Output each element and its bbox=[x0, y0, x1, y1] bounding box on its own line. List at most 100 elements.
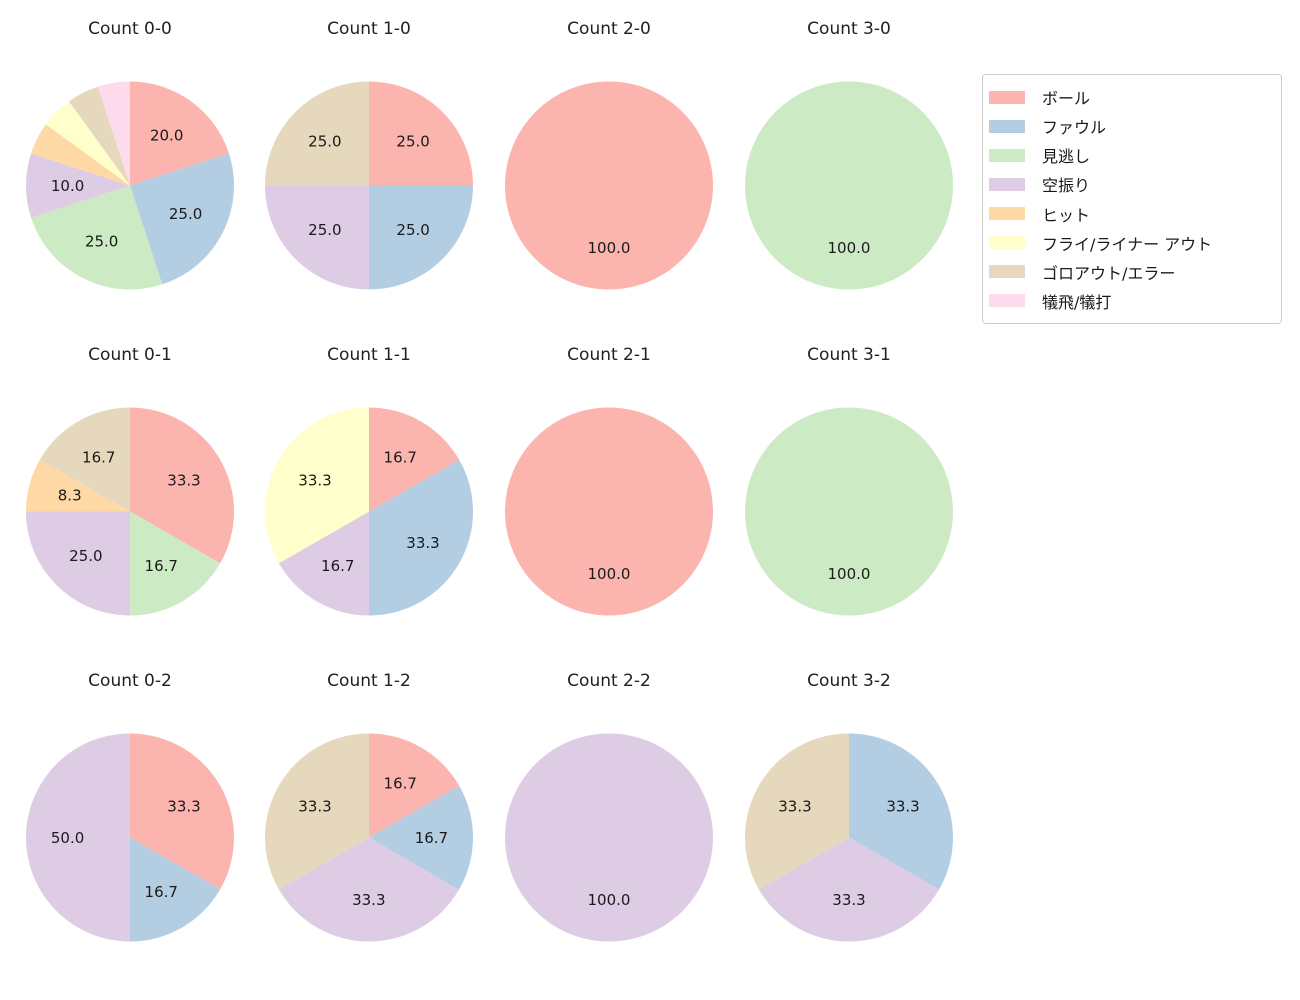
legend-item-fly-liner-out: フライ/ライナー アウト bbox=[989, 229, 1271, 257]
pie-slice-label: 25.0 bbox=[308, 221, 341, 239]
pie-slice-label: 25.0 bbox=[169, 205, 202, 223]
pie-slice bbox=[369, 785, 474, 890]
pie-slice-label: 16.7 bbox=[384, 775, 417, 793]
pie-chart: 33.3 33.3 33.3 bbox=[744, 733, 954, 942]
pie-slice bbox=[369, 459, 474, 616]
chart-cell-count-1-2: Count 1-2 16.7 16.7 33.3 33.3 bbox=[249, 669, 489, 995]
pie-slice bbox=[369, 733, 460, 838]
chart-cell-count-1-0: Count 1-0 25.0 25.0 25.0 25.0 bbox=[249, 17, 489, 343]
pie-slice bbox=[745, 81, 953, 290]
pie-slice bbox=[39, 407, 130, 512]
pie-slice-label: 8.3 bbox=[58, 487, 82, 505]
pie-slice bbox=[26, 733, 130, 942]
pie-slice bbox=[26, 459, 130, 512]
pie-slice-label: 100.0 bbox=[828, 239, 871, 257]
chart-cell-count-0-0: Count 0-0 20.0 25.0 25.0 10.0 bbox=[10, 17, 250, 343]
pie-slice-label: 25.0 bbox=[85, 232, 118, 250]
pie-slice-label: 25.0 bbox=[396, 133, 429, 151]
pie-slice bbox=[31, 124, 131, 186]
pie-slice-label: 16.7 bbox=[82, 449, 115, 467]
chart-title: Count 2-0 bbox=[567, 19, 651, 39]
chart-cell-count-2-0: Count 2-0 100.0 bbox=[489, 17, 729, 343]
pie-slice-label: 16.7 bbox=[321, 557, 354, 575]
pie-chart: 16.7 16.7 33.3 33.3 bbox=[264, 733, 474, 942]
legend: ボール ファウル 見逃し 空振り ヒット フライ/ライナー アウト ゴロアウト/… bbox=[982, 74, 1282, 324]
chart-title: Count 3-0 bbox=[807, 19, 891, 39]
pie-slice-label: 33.3 bbox=[298, 797, 331, 815]
pie-slice bbox=[758, 837, 940, 942]
chart-cell-count-2-1: Count 2-1 100.0 bbox=[489, 343, 729, 669]
pie-slice bbox=[369, 81, 473, 186]
pie-slice-label: 100.0 bbox=[588, 565, 631, 583]
chart-title: Count 1-2 bbox=[327, 671, 411, 691]
pie-slice bbox=[68, 86, 130, 186]
pie-slice bbox=[130, 733, 235, 890]
pie-slice-label: 16.7 bbox=[415, 829, 448, 847]
pie-slice-label: 100.0 bbox=[588, 891, 631, 909]
pie-slice bbox=[369, 185, 473, 290]
pie-slice-label: 100.0 bbox=[588, 239, 631, 257]
pie-chart: 100.0 bbox=[505, 733, 713, 942]
chart-title: Count 0-2 bbox=[88, 671, 172, 691]
legend-label: ヒット bbox=[1042, 205, 1091, 225]
legend-label: フライ/ライナー アウト bbox=[1042, 234, 1213, 254]
legend-label: 空振り bbox=[1042, 176, 1091, 196]
legend-item-foul: ファウル bbox=[989, 112, 1271, 140]
pie-slice bbox=[849, 733, 954, 890]
pie-chart: 33.3 16.7 25.0 8.3 16.7 bbox=[26, 407, 235, 616]
chart-cell-count-1-1: Count 1-1 16.7 33.3 16.7 33.3 bbox=[249, 343, 489, 669]
pie-slice-label: 16.7 bbox=[145, 883, 178, 901]
pie-slice bbox=[369, 407, 460, 512]
pie-chart: 33.3 16.7 50.0 bbox=[26, 733, 235, 942]
legend-swatch bbox=[989, 177, 1025, 191]
chart-cell-count-2-2: Count 2-2 100.0 bbox=[489, 669, 729, 995]
pie-slice-label: 16.7 bbox=[384, 449, 417, 467]
legend-label: ファウル bbox=[1042, 118, 1107, 138]
legend-item-ball: ボール bbox=[989, 83, 1271, 111]
pie-chart: 100.0 bbox=[505, 407, 713, 616]
pie-slice bbox=[744, 733, 849, 890]
legend-label: ボール bbox=[1042, 89, 1091, 108]
pie-slice-label: 25.0 bbox=[69, 547, 102, 565]
pie-chart: 25.0 25.0 25.0 25.0 bbox=[265, 81, 473, 290]
pie-slice bbox=[31, 185, 163, 290]
legend-label: 見逃し bbox=[1042, 147, 1091, 167]
pie-slice-label: 16.7 bbox=[145, 557, 178, 575]
legend-label: ゴロアウト/エラー bbox=[1042, 263, 1176, 283]
legend-label: 犠飛/犠打 bbox=[1042, 292, 1112, 312]
chart-title: Count 3-2 bbox=[807, 671, 891, 691]
pie-slice-label: 25.0 bbox=[308, 133, 341, 151]
pie-slice bbox=[265, 81, 369, 186]
pie-slice bbox=[505, 81, 713, 290]
pie-slice-label: 20.0 bbox=[150, 126, 183, 144]
pie-slice bbox=[97, 81, 130, 186]
pie-slice bbox=[505, 733, 713, 942]
pie-slice-label: 33.3 bbox=[832, 891, 865, 909]
chart-title: Count 1-0 bbox=[327, 19, 411, 39]
pie-slice bbox=[505, 407, 713, 616]
pie-slice bbox=[130, 837, 221, 942]
pie-slice bbox=[264, 733, 369, 890]
legend-item-hit: ヒット bbox=[989, 200, 1271, 228]
pie-slice-label: 33.3 bbox=[352, 891, 385, 909]
chart-title: Count 1-1 bbox=[327, 345, 411, 365]
pie-slice-label: 33.3 bbox=[167, 797, 200, 815]
chart-cell-count-0-1: Count 0-1 33.3 16.7 25.0 8.3 16.7 bbox=[10, 343, 250, 669]
legend-swatch bbox=[989, 265, 1025, 279]
chart-title: Count 3-1 bbox=[807, 345, 891, 365]
legend-swatch bbox=[989, 207, 1025, 221]
pie-slice-label: 33.3 bbox=[298, 471, 331, 489]
pie-slice bbox=[264, 407, 369, 564]
legend-swatch bbox=[989, 148, 1025, 162]
pie-slice bbox=[130, 407, 235, 564]
legend-swatch bbox=[989, 119, 1025, 133]
pie-chart: 100.0 bbox=[745, 81, 953, 290]
legend-swatch bbox=[989, 236, 1025, 250]
pie-slice-label: 33.3 bbox=[778, 798, 811, 816]
chart-title: Count 0-1 bbox=[88, 345, 172, 365]
pie-slice bbox=[278, 511, 369, 616]
chart-cell-count-0-2: Count 0-2 33.3 16.7 50.0 bbox=[10, 669, 250, 995]
chart-cell-count-3-1: Count 3-1 100.0 bbox=[729, 343, 969, 669]
pie-slice-label: 25.0 bbox=[396, 221, 429, 239]
chart-cell-count-3-2: Count 3-2 33.3 33.3 33.3 bbox=[729, 669, 969, 995]
